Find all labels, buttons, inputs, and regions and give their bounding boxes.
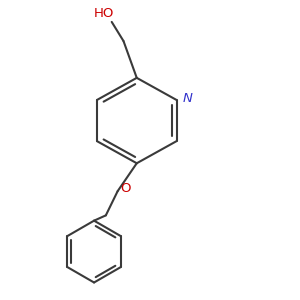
Text: O: O (121, 182, 131, 195)
Text: N: N (182, 92, 192, 105)
Text: HO: HO (94, 7, 115, 20)
